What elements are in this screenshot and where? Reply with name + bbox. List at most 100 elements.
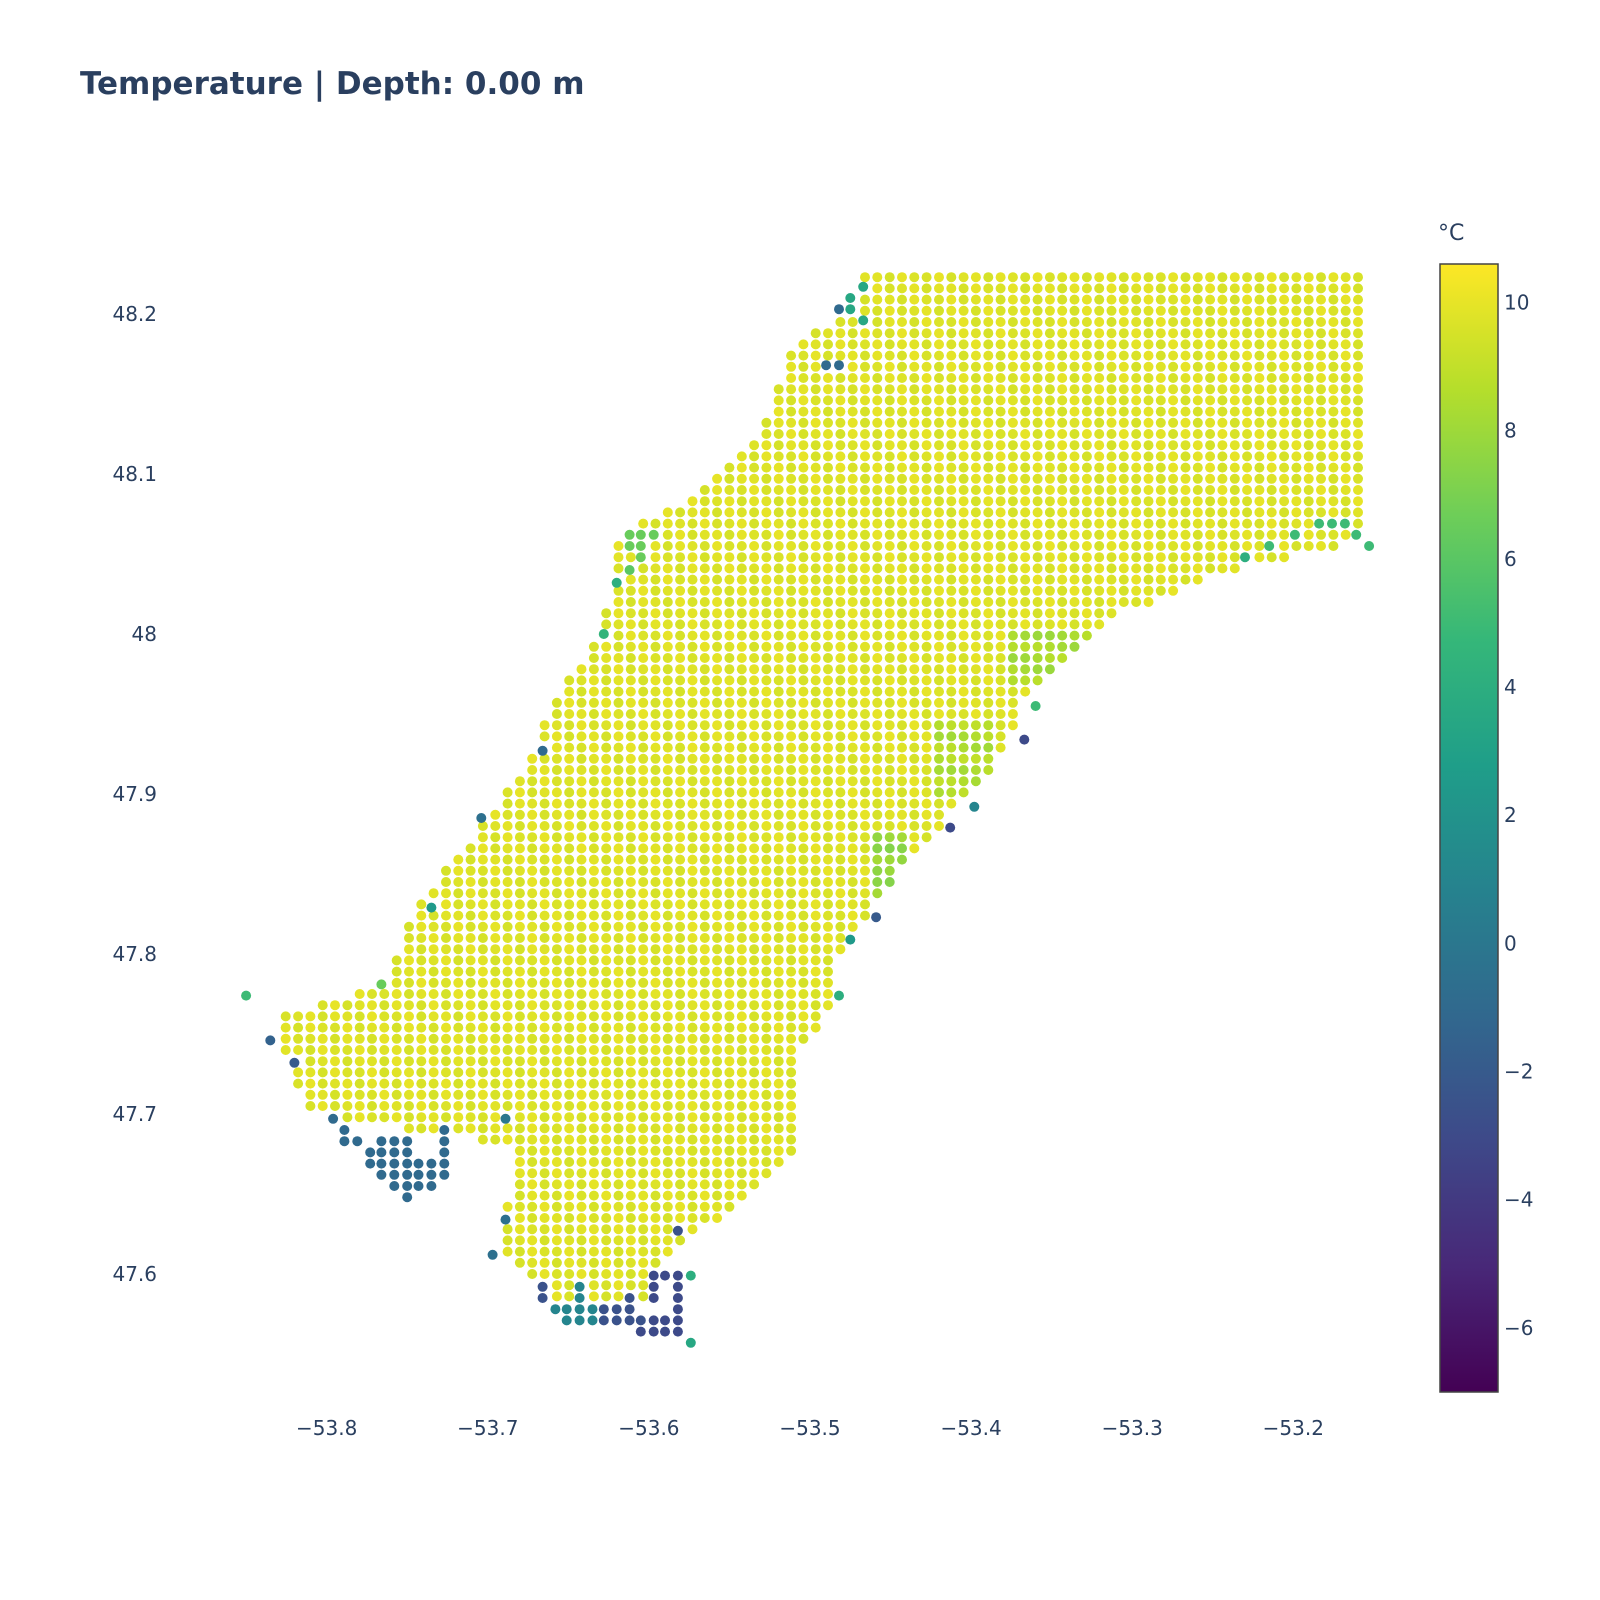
data-point bbox=[823, 821, 833, 831]
data-point bbox=[1057, 317, 1068, 327]
data-point bbox=[1303, 429, 1314, 439]
data-point bbox=[786, 384, 797, 395]
data-point bbox=[638, 1067, 649, 1078]
data-point bbox=[576, 1269, 587, 1279]
data-point bbox=[650, 854, 661, 865]
data-point bbox=[662, 888, 673, 899]
data-point bbox=[527, 787, 538, 798]
data-point bbox=[934, 283, 944, 294]
data-point bbox=[786, 1101, 797, 1111]
data-point bbox=[860, 619, 870, 630]
data-point bbox=[638, 787, 649, 798]
data-point bbox=[1192, 496, 1203, 507]
data-point bbox=[1155, 283, 1166, 294]
data-point bbox=[404, 1045, 414, 1055]
data-point bbox=[1217, 406, 1228, 417]
data-point bbox=[1340, 451, 1351, 462]
data-point bbox=[1229, 272, 1240, 283]
data-point bbox=[564, 776, 575, 787]
data-point bbox=[391, 1078, 402, 1089]
data-point bbox=[367, 1000, 377, 1011]
data-point bbox=[847, 641, 858, 652]
data-point bbox=[416, 1056, 427, 1067]
data-point bbox=[280, 1045, 291, 1055]
data-point bbox=[983, 317, 994, 327]
data-point bbox=[1155, 305, 1166, 316]
data-point bbox=[1192, 328, 1203, 339]
data-point bbox=[675, 1201, 686, 1212]
data-point bbox=[1155, 417, 1166, 428]
data-point bbox=[601, 1179, 612, 1190]
data-point bbox=[527, 1190, 538, 1201]
data-point bbox=[1205, 373, 1216, 383]
data-point bbox=[724, 1000, 735, 1011]
data-point bbox=[687, 877, 698, 887]
data-point bbox=[1044, 429, 1055, 439]
data-point bbox=[1057, 574, 1068, 585]
data-point bbox=[921, 361, 932, 372]
data-point bbox=[835, 832, 846, 843]
data-point bbox=[305, 1089, 316, 1100]
data-point bbox=[527, 1157, 538, 1167]
data-point bbox=[810, 989, 821, 999]
data-point bbox=[699, 865, 710, 876]
data-point bbox=[675, 821, 686, 831]
data-point bbox=[909, 809, 920, 820]
data-point bbox=[625, 585, 636, 596]
data-point bbox=[884, 361, 895, 372]
y-tick-label: 48.1 bbox=[112, 462, 157, 486]
data-point bbox=[773, 529, 784, 540]
data-point bbox=[502, 888, 513, 899]
data-point bbox=[527, 1269, 538, 1279]
data-point bbox=[847, 518, 858, 529]
data-point bbox=[477, 1000, 488, 1011]
data-point bbox=[749, 1145, 760, 1156]
data-point bbox=[527, 1246, 538, 1257]
data-point bbox=[1353, 429, 1363, 439]
data-point bbox=[527, 1134, 538, 1145]
data-point bbox=[736, 1179, 747, 1190]
data-point bbox=[687, 821, 698, 831]
data-point bbox=[687, 921, 698, 932]
data-point bbox=[539, 1201, 550, 1212]
data-point bbox=[342, 1078, 353, 1089]
data-point bbox=[1131, 384, 1142, 395]
data-point bbox=[860, 709, 870, 719]
data-point bbox=[1316, 395, 1326, 406]
data-point bbox=[1131, 496, 1142, 507]
data-point bbox=[527, 1235, 538, 1246]
data-point bbox=[1106, 597, 1117, 607]
data-point bbox=[847, 473, 858, 484]
data-point bbox=[576, 1089, 587, 1100]
data-point bbox=[514, 809, 525, 820]
data-point bbox=[514, 1089, 525, 1100]
data-point bbox=[1254, 317, 1265, 327]
data-point bbox=[490, 843, 501, 854]
data-point bbox=[1316, 361, 1326, 372]
data-point bbox=[884, 585, 895, 596]
data-point bbox=[847, 541, 858, 551]
data-point bbox=[872, 541, 883, 551]
data-point bbox=[687, 933, 698, 943]
data-point bbox=[1192, 417, 1203, 428]
data-point bbox=[477, 1045, 488, 1055]
data-point bbox=[712, 977, 723, 988]
data-point bbox=[823, 697, 833, 708]
data-point bbox=[823, 921, 833, 932]
data-point bbox=[884, 283, 895, 294]
data-point bbox=[749, 619, 760, 630]
data-point bbox=[650, 541, 661, 551]
data-point bbox=[527, 888, 538, 899]
data-point bbox=[330, 1045, 340, 1055]
data-point bbox=[749, 1112, 760, 1123]
data-point bbox=[613, 608, 624, 619]
data-point bbox=[995, 283, 1006, 294]
data-point bbox=[699, 1045, 710, 1055]
data-point bbox=[736, 1112, 747, 1123]
data-point bbox=[970, 664, 981, 675]
data-point bbox=[539, 888, 550, 899]
data-point bbox=[650, 1145, 661, 1156]
data-point bbox=[1279, 417, 1290, 428]
data-point bbox=[1118, 373, 1129, 383]
data-point bbox=[551, 1145, 562, 1156]
